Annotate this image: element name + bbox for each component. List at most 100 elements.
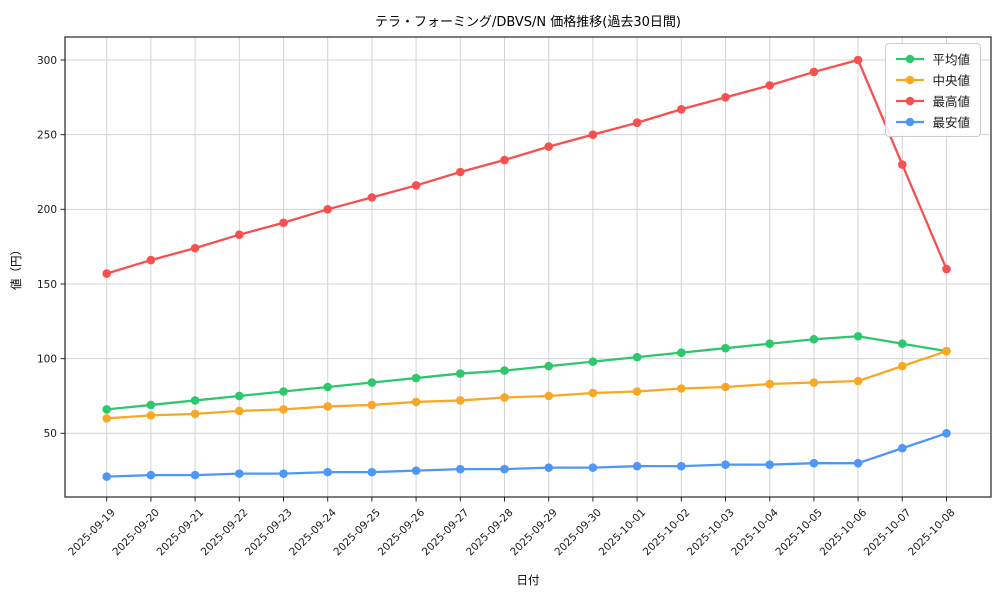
data-point-median (146, 411, 156, 420)
data-point-min (544, 463, 553, 472)
axes-border (64, 36, 992, 498)
data-point-min (942, 429, 951, 438)
data-point-min (456, 464, 465, 474)
series-line-min (105, 432, 948, 478)
data-point-max (809, 67, 819, 77)
data-point-min (146, 470, 156, 480)
data-point-max (367, 193, 377, 202)
legend-item-max: 最高値 (895, 91, 970, 110)
data-point-min (190, 470, 200, 480)
data-point-median (500, 393, 509, 402)
data-point-min (411, 466, 421, 475)
y-tick-label: 250 (37, 129, 57, 141)
data-point-average (632, 352, 642, 362)
data-point-min (279, 469, 288, 478)
tick-marks (60, 59, 947, 502)
data-point-median (809, 378, 819, 387)
data-point-min (677, 461, 686, 471)
data-point-max (102, 269, 111, 278)
data-point-average (235, 391, 244, 401)
data-point-average (500, 366, 509, 375)
series-min (102, 429, 951, 481)
x-axis-label: 日付 (516, 573, 540, 587)
legend-item-average: 平均値 (895, 49, 970, 68)
y-tick-labels: 50 100 150 200 250 300 (37, 55, 57, 440)
data-point-max (721, 93, 730, 102)
data-point-average (544, 361, 553, 371)
data-point-average (190, 396, 200, 405)
data-point-min (721, 460, 730, 469)
x-tick-label: 2025-10-08 (906, 507, 958, 559)
data-point-max (853, 55, 863, 65)
legend-dot (906, 117, 915, 126)
data-point-average (898, 339, 907, 349)
data-point-average (765, 339, 774, 349)
data-point-median (411, 397, 421, 407)
legend-label-min: 最安値 (932, 115, 970, 130)
data-point-median (677, 384, 686, 393)
data-point-median (898, 361, 907, 371)
data-point-min (323, 467, 333, 477)
data-point-max (588, 130, 598, 139)
data-point-max (235, 230, 244, 240)
data-point-max (279, 218, 288, 228)
data-point-median (765, 379, 774, 389)
data-point-average (367, 378, 377, 387)
data-point-max (190, 243, 200, 253)
data-point-average (146, 400, 156, 410)
data-point-max (632, 118, 642, 128)
y-tick-label: 50 (44, 428, 57, 440)
legend-item-min: 最安値 (895, 112, 970, 131)
gridlines (65, 37, 991, 497)
data-point-min (102, 472, 111, 481)
series-line-average (105, 335, 948, 411)
data-point-max (544, 142, 553, 151)
data-point-average (411, 373, 421, 383)
x-tick-labels: 2025-09-192025-09-202025-09-212025-09-22… (66, 506, 957, 558)
data-point-max (898, 160, 907, 169)
data-point-median (588, 388, 598, 398)
data-point-median (632, 387, 642, 396)
series-average (102, 331, 951, 414)
y-tick-label: 200 (37, 204, 57, 216)
legend-label-max: 最高値 (932, 94, 970, 109)
data-point-min (367, 467, 377, 477)
data-point-max (146, 255, 156, 265)
data-point-min (809, 458, 819, 468)
data-point-min (898, 443, 907, 453)
data-point-min (235, 469, 244, 478)
series-line-max (105, 58, 948, 275)
data-point-min (588, 463, 598, 472)
data-point-min (500, 464, 509, 474)
data-point-max (677, 104, 686, 114)
data-point-min (632, 461, 642, 471)
legend-marker-average (896, 54, 925, 63)
data-point-max (765, 81, 774, 90)
legend-dot (906, 96, 915, 105)
data-point-median (942, 346, 951, 356)
legend-item-median: 中央値 (895, 70, 970, 89)
legend-marker-max (896, 96, 925, 105)
legend-dot (906, 75, 915, 84)
data-point-min (853, 458, 863, 468)
data-point-median (544, 391, 553, 401)
data-point-average (721, 343, 730, 353)
data-point-median (367, 400, 377, 410)
data-point-max (500, 155, 509, 165)
legend: 平均値中央値最高値最安値 (885, 43, 981, 137)
data-point-average (102, 405, 111, 414)
y-tick-label: 150 (37, 279, 57, 291)
data-point-median (190, 409, 200, 419)
series-max (102, 55, 951, 278)
legend-dot (906, 54, 915, 63)
data-point-median (456, 396, 465, 405)
data-point-median (279, 405, 288, 414)
data-point-average (809, 334, 819, 344)
legend-marker-min (896, 117, 925, 126)
legend-marker-median (896, 75, 925, 84)
legend-label-median: 中央値 (932, 73, 970, 88)
legend-label-average: 平均値 (932, 52, 970, 67)
data-point-max (456, 167, 465, 177)
series-median (102, 346, 951, 423)
